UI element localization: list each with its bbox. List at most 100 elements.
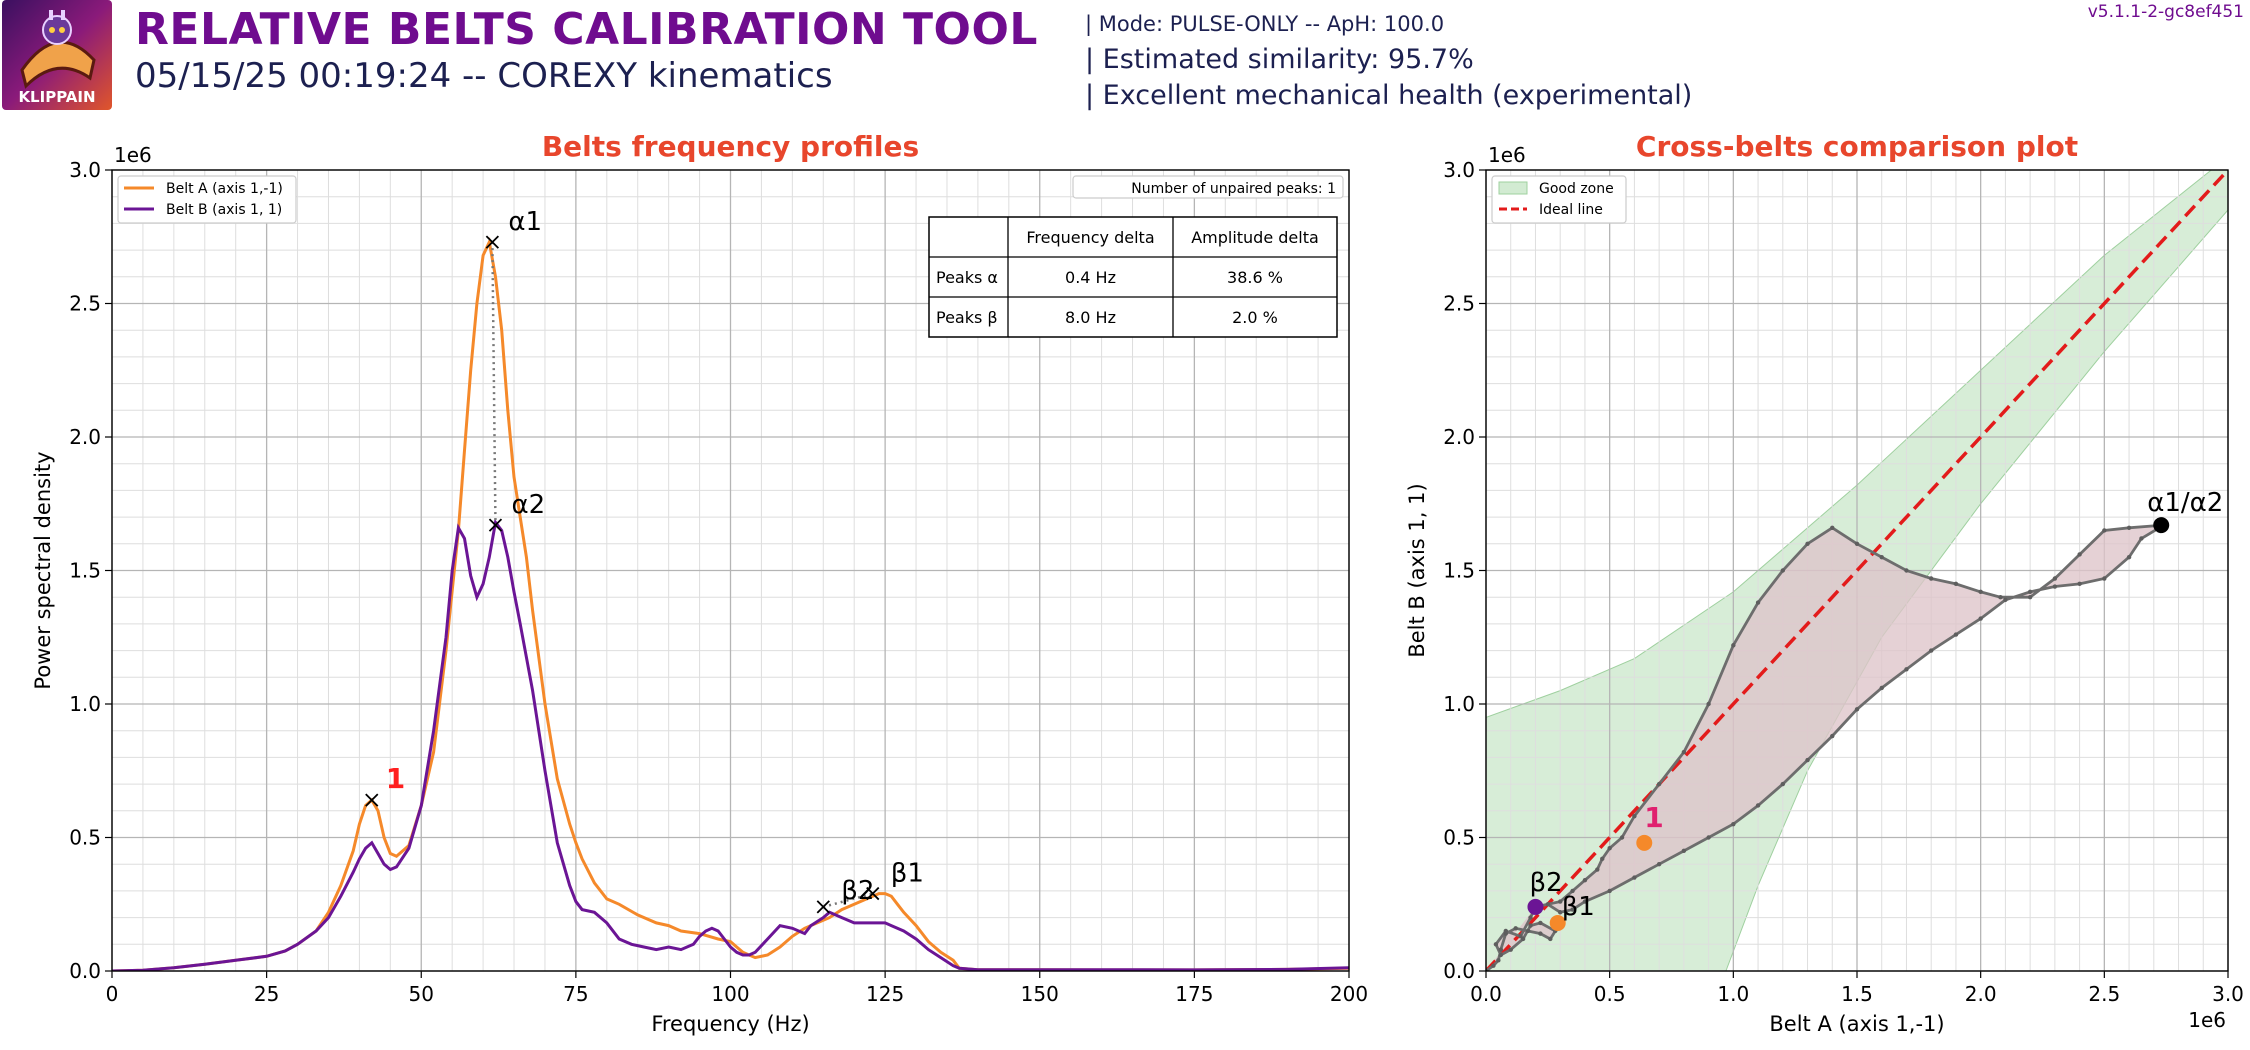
freq-tick-label-x: 0	[106, 982, 119, 1006]
freq-y-multiplier: 1e6	[114, 143, 152, 167]
cross-curve-point	[1570, 907, 1575, 912]
health-info: | Excellent mechanical health (experimen…	[1085, 80, 1693, 111]
freq-ylabel: Power spectral density	[31, 451, 55, 689]
cross-tick-label-x: 0.5	[1594, 982, 1626, 1006]
freq-legend-box	[117, 175, 297, 224]
ideal-line	[1486, 170, 2228, 971]
freq-tick-label-x: 175	[1175, 982, 1213, 1006]
cross-curve-point	[1706, 835, 1711, 840]
cross-legend-label: Good zone	[1539, 181, 1614, 197]
cross-curve-point	[1595, 867, 1600, 872]
cross-curve-point	[1619, 835, 1625, 840]
freq-tick-label-y: 0.0	[69, 959, 101, 983]
freq-tick-label-x: 75	[563, 982, 588, 1006]
cross-curve-point	[1953, 632, 1959, 637]
cross-curve-point	[1491, 963, 1496, 968]
similarity-info: | Estimated similarity: 95.7%	[1085, 44, 1474, 75]
peak-label-α2: α2	[511, 490, 545, 520]
cross-tick-label-y: 2.5	[1443, 292, 1475, 316]
cross-curve-point	[1513, 926, 1518, 931]
cross-curve-point	[2102, 528, 2107, 533]
peaks-table: Frequency delta Amplitude delta Peaks α 0.4…	[928, 216, 1338, 338]
alpha-peak-connector	[491, 242, 497, 526]
cross-curve-point	[1498, 952, 1504, 958]
unpaired-legend-label: Number of unpaired peaks: 1	[1131, 181, 1336, 197]
cross-curve-point	[1755, 803, 1761, 808]
freq-xlabel: Frequency (Hz)	[651, 1012, 809, 1036]
cross-curve-point	[1545, 902, 1551, 907]
cross-peak-label-β2: β2	[1529, 868, 1562, 898]
freq-tick-label-x: 125	[866, 982, 904, 1006]
freq-tick-label-x: 50	[409, 982, 434, 1006]
cross-curve-point	[1518, 934, 1523, 939]
freq-tick-label-x: 150	[1021, 982, 1059, 1006]
cross-curve-point	[2126, 525, 2132, 530]
cross-curve-point	[1929, 648, 1934, 653]
cross-tick-label-y: 1.5	[1443, 559, 1475, 583]
cross-tick-label-x: 1.5	[1841, 982, 1873, 1006]
cross-curve-point	[1706, 701, 1711, 707]
peak-label-1: 1	[386, 762, 405, 795]
cross-legend: Good zone Ideal line	[1491, 175, 1627, 224]
freq-tick-label-y: 3.0	[69, 158, 101, 182]
cross-curve-point	[1953, 581, 1959, 587]
cross-curve-point	[1879, 554, 1884, 560]
peaks-table-cell: Peaks α	[936, 268, 998, 287]
cross-curve-point	[1548, 936, 1553, 942]
cross-peak-label-α1/α2: α1/α2	[2147, 488, 2223, 518]
frequency-profiles-chart: 0 25 50 75 100 125 150 175 200 0.0 0.5 1.0 1.5 2.0 2.5…	[31, 130, 1368, 1036]
beta-peak-connector	[822, 892, 874, 909]
loop-fill-gray	[1486, 525, 2164, 971]
freq-tick-label-y: 2.5	[69, 292, 101, 316]
cross-curve-point	[1681, 749, 1687, 755]
cross-peak-label-1: 1	[1644, 801, 1663, 834]
cross-y-multiplier: 1e6	[1488, 143, 1526, 167]
cross-curve-point	[1538, 931, 1543, 936]
cross-curve-point	[1731, 643, 1736, 648]
cross-curve-point	[1929, 576, 1934, 581]
cross-curve-point	[1570, 888, 1575, 894]
unpaired-legend-box	[1072, 175, 1344, 199]
peaks-table-cell: 38.6 %	[1227, 268, 1283, 287]
cross-tick-label-y: 0.5	[1443, 826, 1475, 850]
cross-tick-label-y: 2.0	[1443, 425, 1475, 449]
cross-curve-point	[1508, 947, 1513, 952]
cross-legend-swatch-zone	[1498, 181, 1528, 195]
peaks-table-border	[928, 216, 1338, 338]
cross-curve-point	[1632, 813, 1637, 819]
cross-tick-label-x: 0.0	[1470, 982, 1502, 1006]
cross-tick-label-x: 2.0	[1965, 982, 1997, 1006]
cross-curve-point	[1498, 947, 1504, 952]
cross-title: Cross-belts comparison plot	[1636, 130, 2078, 163]
cross-curve-point	[1904, 568, 1909, 573]
cross-curve-point	[1978, 589, 1983, 595]
cross-curve-point	[1525, 928, 1531, 934]
peaks-table-header: Frequency delta	[1026, 228, 1154, 247]
cross-curve-point	[1681, 848, 1687, 854]
freq-tick-label-y: 0.5	[69, 826, 101, 850]
cross-curve-point	[1830, 733, 1835, 739]
freq-tick-label-y: 1.0	[69, 692, 101, 716]
version-label: v5.1.1-2-gc8ef451	[2087, 2, 2244, 22]
cross-curve-point	[1780, 781, 1786, 787]
plot-frame-left	[111, 169, 1350, 972]
cross-tick-label-y: 0.0	[1443, 959, 1475, 983]
cross-peak-point-β1	[1549, 914, 1566, 931]
peaks-table-cell: 2.0 %	[1232, 308, 1278, 327]
freq-legend-label: Belt B (axis 1, 1)	[166, 202, 282, 218]
cross-x-multiplier: 1e6	[2188, 1008, 2226, 1032]
cross-curve-point	[1904, 667, 1909, 672]
cross-peak-label-β1: β1	[1562, 892, 1595, 922]
cross-curve-point	[1600, 856, 1605, 862]
plot-frame-right	[1485, 169, 2229, 972]
cross-peak-point-1	[1636, 834, 1653, 851]
cross-tick-label-x: 3.0	[2212, 982, 2244, 1006]
cross-curve-point	[2077, 552, 2082, 557]
cross-curve-point	[1998, 595, 2003, 600]
cross-peak-point-α1/α2	[2153, 517, 2170, 534]
peaks-table-header: Amplitude delta	[1191, 228, 1319, 247]
cross-curve-point	[2052, 576, 2058, 581]
peak-label-α1: α1	[508, 207, 542, 237]
cross-curve-point	[2077, 581, 2082, 587]
